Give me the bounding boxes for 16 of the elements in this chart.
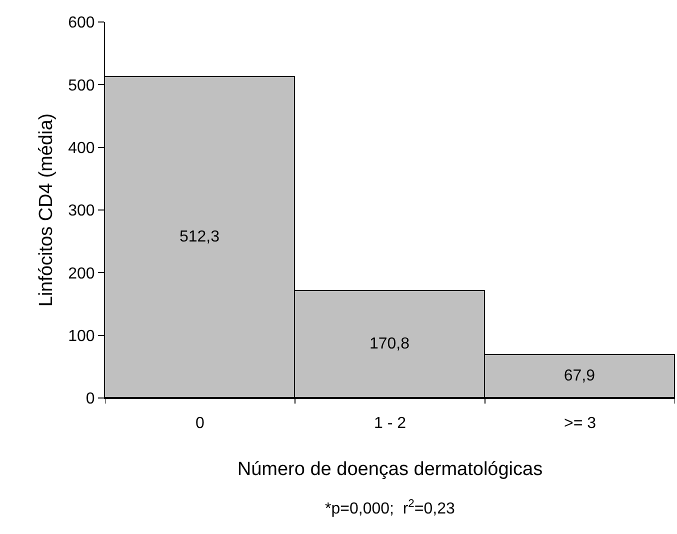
- text: *p=0,000; r$^{2}$=0,23: [325, 498, 455, 518]
- y-tick-label: 500: [68, 77, 95, 94]
- data-label: 67,9: [564, 368, 596, 384]
- y-tick-label: 100: [68, 328, 95, 345]
- data-label: 512,3: [179, 228, 220, 246]
- y-tick-label: 600: [68, 14, 95, 32]
- y-tick-label: 300: [68, 202, 95, 220]
- y-tick-label: 0: [86, 390, 95, 408]
- y-axis-title: Linfócitos CD4 (média): [36, 113, 57, 307]
- x-tick-label: 0: [196, 415, 205, 432]
- y-tick-label: 200: [68, 265, 95, 282]
- data-label: 170,8: [369, 336, 410, 352]
- y-tick-label: 400: [68, 140, 95, 157]
- x-axis-title: Número de doenças dermatológicas: [237, 459, 543, 480]
- x-tick-label: >= 3: [564, 415, 596, 432]
- x-tick-label: 1 - 2: [374, 415, 406, 432]
